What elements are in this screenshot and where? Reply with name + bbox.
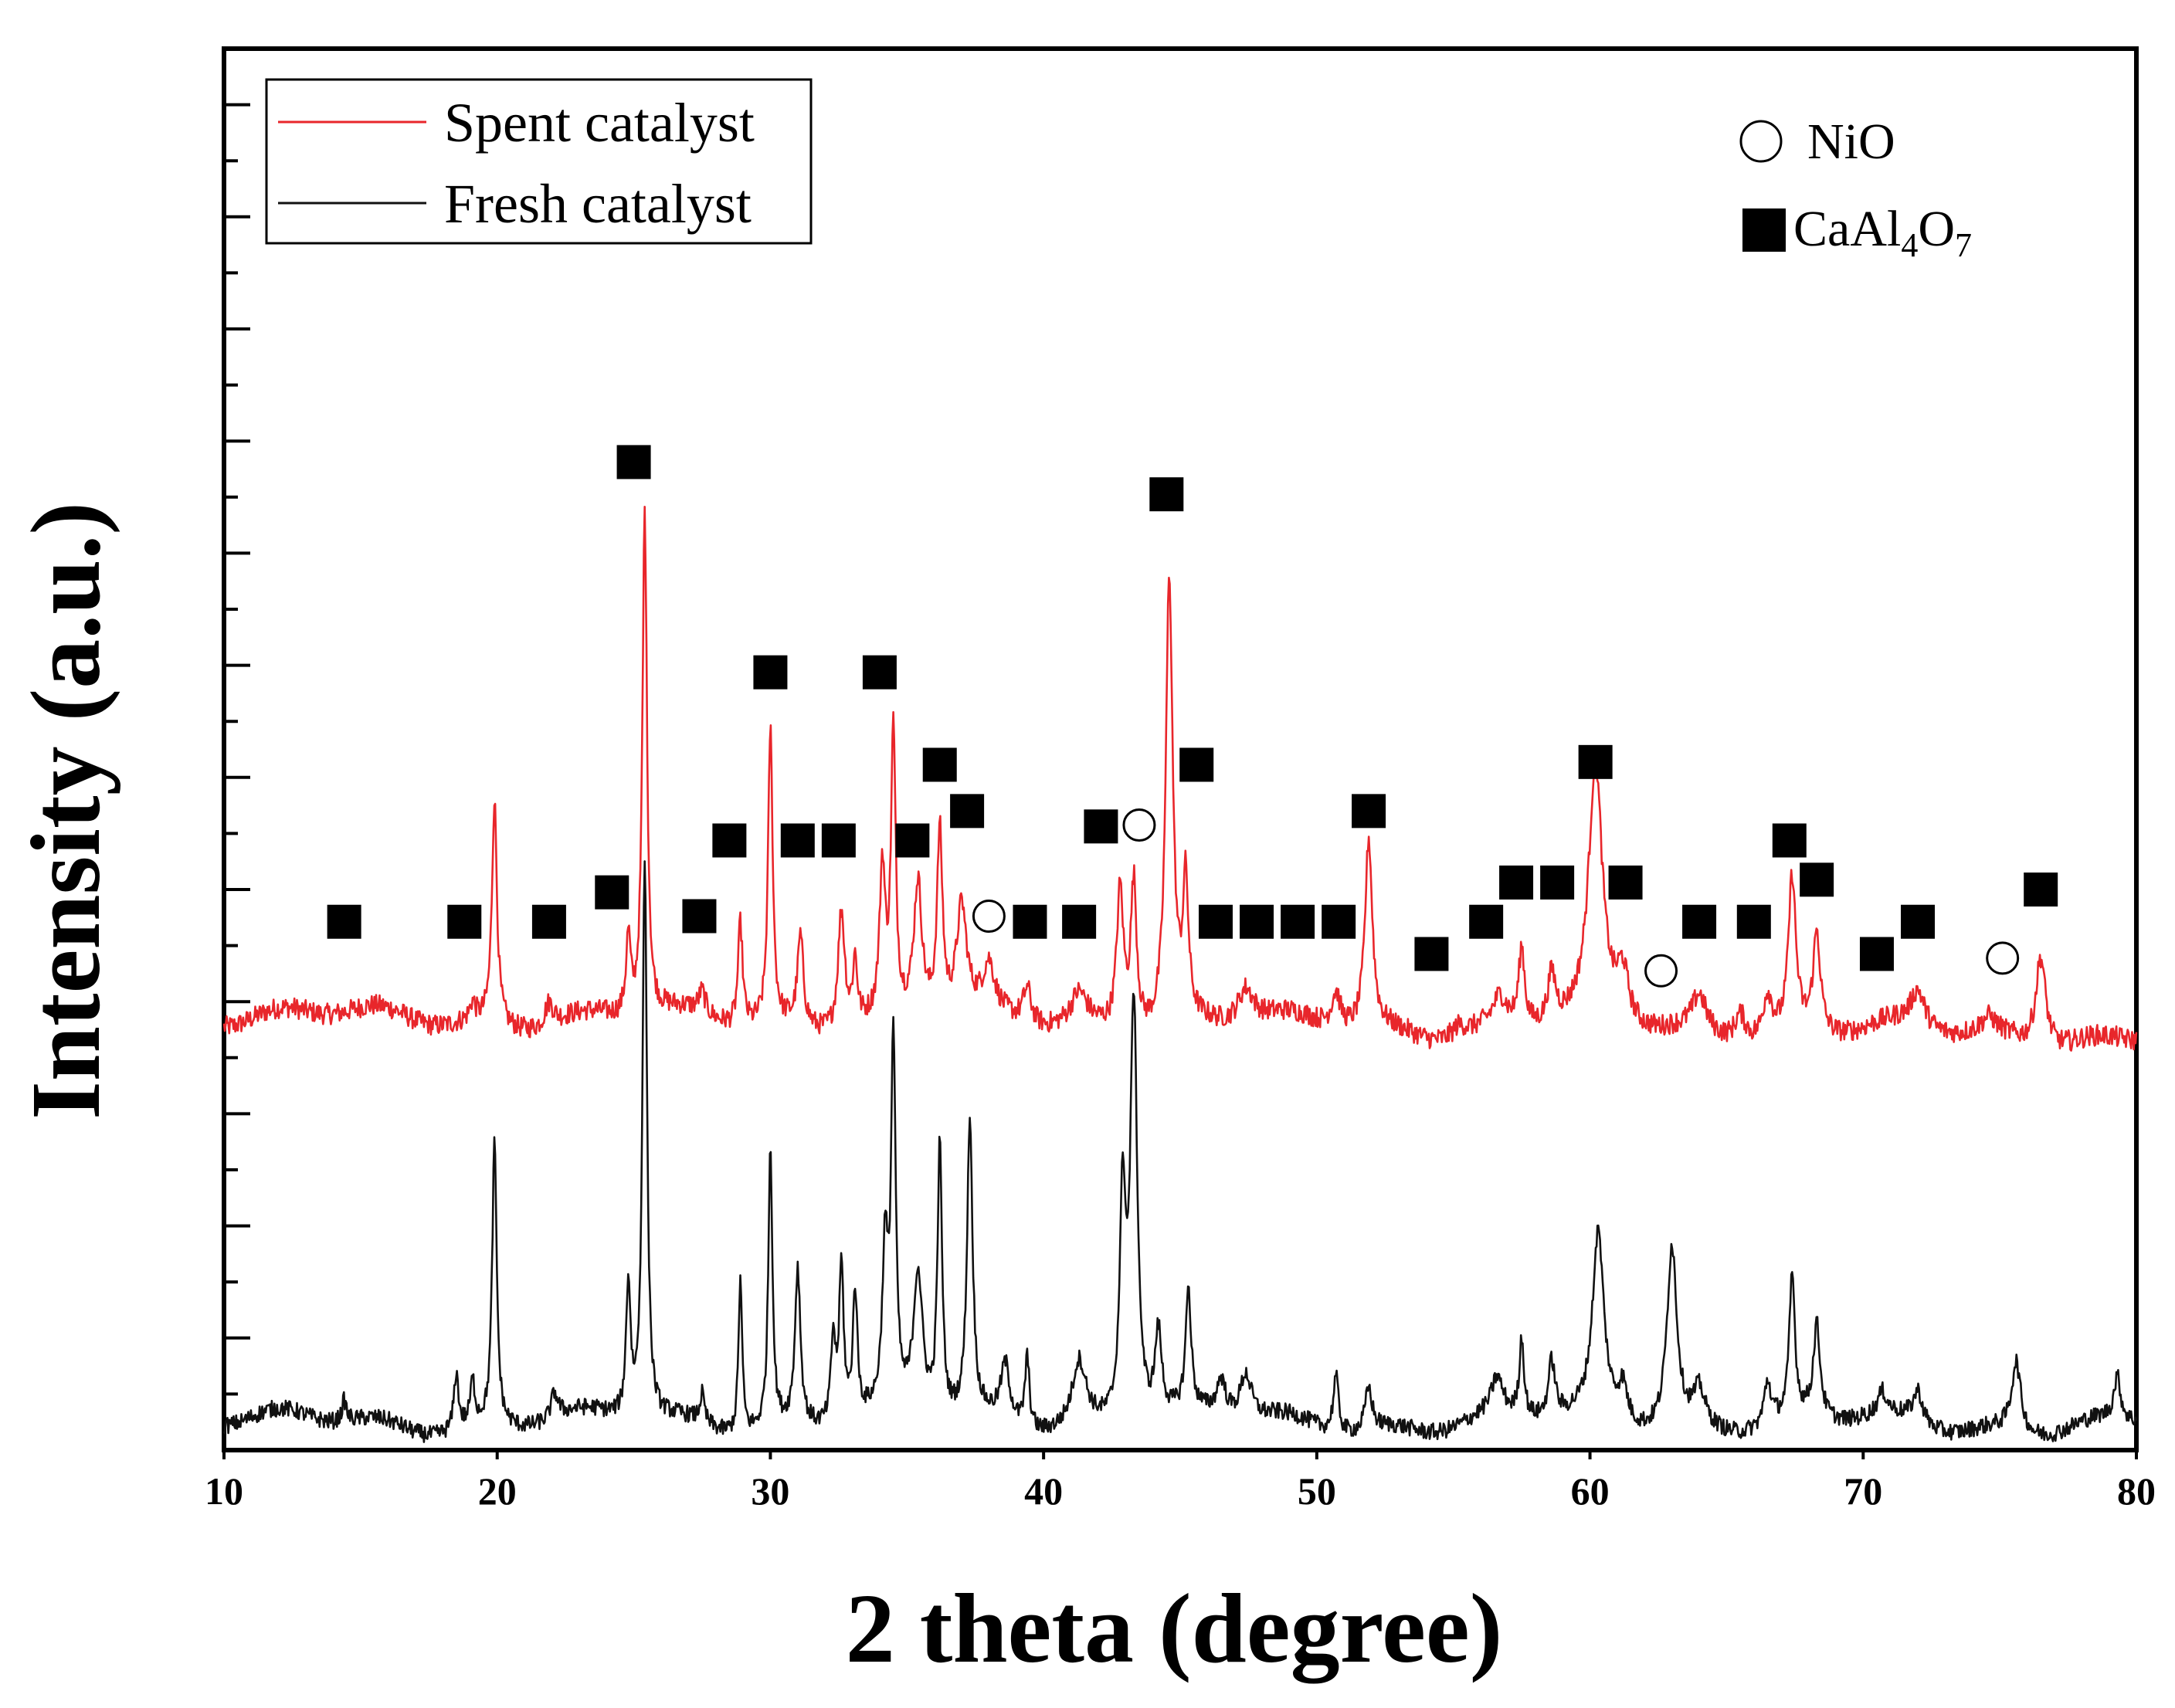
caal4o7-marker <box>1469 904 1504 939</box>
y-axis-title: Intensity (a.u.) <box>11 502 120 1120</box>
caal4o7-marker <box>1179 747 1214 782</box>
x-tick-label: 80 <box>2117 1469 2156 1513</box>
caal4o7-legend-label: CaAl4O7 <box>1793 201 1972 264</box>
x-tick-label: 60 <box>1571 1469 1610 1513</box>
caal4o7-marker <box>1608 865 1643 900</box>
caal4o7-marker <box>1414 937 1449 971</box>
legend-label-fresh: Fresh catalyst <box>444 173 752 235</box>
nio-marker <box>972 899 1006 933</box>
plot-frame <box>222 46 2139 1452</box>
x-tick-label: 50 <box>1298 1469 1336 1513</box>
legend-label-spent: Spent catalyst <box>444 92 755 154</box>
caal4o7-marker <box>682 899 717 934</box>
caal4o7-marker <box>895 823 930 858</box>
caal4o7-marker <box>327 904 361 939</box>
nio-legend-symbol <box>1739 120 1783 163</box>
legend-box <box>265 78 813 245</box>
x-tick-label: 30 <box>751 1469 789 1513</box>
caal4o7-marker <box>1013 904 1047 939</box>
marker-legend: NiO CaAl4O7 <box>1739 114 1972 264</box>
series-legend: Spent catalyst Fresh catalyst <box>265 78 813 245</box>
caal4o7-marker <box>1322 904 1356 939</box>
caal4o7-marker <box>1859 937 1894 971</box>
caal4o7-marker <box>1499 865 1534 900</box>
caal4o7-marker <box>1149 477 1184 512</box>
caal4o7-label-part1: CaAl <box>1793 201 1901 257</box>
caal4o7-marker <box>780 823 815 858</box>
caal4o7-marker <box>950 794 985 829</box>
caal4o7-marker <box>1540 865 1575 900</box>
caal4o7-marker <box>1578 744 1613 779</box>
caal4o7-marker <box>447 904 482 939</box>
caal4o7-subscript-4: 4 <box>1901 226 1918 264</box>
caal4o7-marker <box>1240 904 1274 939</box>
nio-legend-label: NiO <box>1807 114 1895 170</box>
caal4o7-marker <box>821 823 856 858</box>
caal4o7-marker <box>753 655 788 690</box>
caal4o7-marker <box>595 875 629 910</box>
caal4o7-marker <box>1084 809 1118 844</box>
caal4o7-marker <box>862 655 897 690</box>
x-tick-label: 40 <box>1024 1469 1063 1513</box>
nio-marker <box>1986 941 2020 975</box>
caal4o7-subscript-7: 7 <box>1955 226 1972 264</box>
caal4o7-marker <box>1062 904 1097 939</box>
caal4o7-label-part2: O <box>1918 201 1955 257</box>
caal4o7-marker <box>1281 904 1315 939</box>
caal4o7-marker <box>922 747 957 782</box>
caal4o7-marker <box>2024 873 2058 907</box>
x-axis-ticks: 10 20 30 40 50 60 70 80 <box>205 1450 2156 1513</box>
caal4o7-marker <box>1736 904 1771 939</box>
nio-marker <box>1644 954 1678 988</box>
y-axis-ticks <box>224 103 250 1396</box>
caal4o7-marker <box>1800 862 1834 897</box>
caal4o7-marker <box>1901 904 1936 939</box>
series-layer <box>222 505 2138 1443</box>
x-axis-title: 2 theta (degree) <box>846 1574 1503 1683</box>
caal4o7-legend-symbol <box>1742 208 1786 252</box>
caal4o7-marker <box>1352 794 1386 829</box>
caal4o7-marker <box>616 445 651 480</box>
x-tick-label: 10 <box>205 1469 243 1513</box>
phase-markers <box>327 445 2058 988</box>
caal4o7-marker <box>1682 904 1717 939</box>
caal4o7-marker <box>1772 823 1807 858</box>
caal4o7-marker <box>712 823 747 858</box>
caal4o7-marker <box>1198 904 1233 939</box>
x-tick-label: 20 <box>478 1469 517 1513</box>
fresh-catalyst-line <box>222 860 2138 1443</box>
spent-catalyst-line <box>222 505 2138 1052</box>
nio-marker <box>1122 808 1156 842</box>
caal4o7-marker <box>531 904 566 939</box>
x-tick-label: 70 <box>1844 1469 1882 1513</box>
